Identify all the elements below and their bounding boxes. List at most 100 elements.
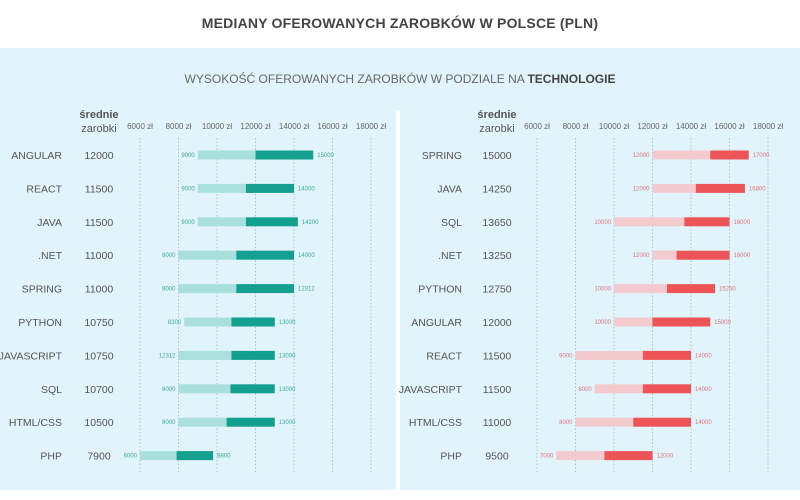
range-bar-median-to-max: [245, 217, 298, 227]
tech-label: SQL: [41, 384, 62, 396]
max-label: 14000: [695, 353, 712, 359]
range-bar-min-to-median: [652, 150, 711, 160]
x-tick-label: 12000 zł: [637, 122, 667, 131]
min-label: 8000: [162, 253, 176, 259]
tech-label: SQL: [441, 217, 462, 229]
max-label: 16000: [734, 253, 751, 259]
median-value: 10750: [84, 317, 113, 329]
range-bar-median-to-max: [642, 384, 691, 394]
max-label: 13000: [279, 353, 296, 359]
max-label: 12000: [657, 454, 674, 460]
subtitle-bold: TECHNOLOGIE: [527, 72, 616, 86]
tech-label: JAVASCRIPT: [0, 350, 63, 362]
range-bar-median-to-max: [236, 250, 294, 260]
range-bar-min-to-median: [184, 317, 232, 327]
min-label: 8000: [559, 420, 573, 426]
min-label: 9000: [181, 220, 195, 226]
min-label: 12000: [633, 186, 650, 192]
median-value: 11000: [85, 250, 114, 262]
tech-label: PHP: [440, 451, 462, 463]
min-label: 12312: [159, 353, 176, 359]
range-bar-min-to-median: [178, 417, 227, 427]
max-label: 13000: [279, 420, 296, 426]
range-bar-min-to-median: [140, 451, 177, 461]
range-bar-min-to-median: [197, 217, 246, 227]
median-value: 13250: [482, 250, 511, 262]
x-tick-label: 18000 zł: [753, 122, 783, 131]
x-tick-label: 6000 zł: [127, 122, 153, 131]
max-label: 13000: [279, 387, 296, 393]
x-tick-label: 10000 zł: [599, 122, 629, 131]
range-bar-min-to-median: [614, 317, 653, 327]
tech-label: HTML/CSS: [409, 417, 462, 429]
min-label: 8300: [168, 320, 182, 326]
range-bar-median-to-max: [676, 250, 730, 260]
max-label: 14000: [695, 420, 712, 426]
median-value: 11500: [483, 384, 512, 396]
min-label: 10000: [594, 287, 611, 293]
tech-label: JAVA: [437, 183, 462, 195]
tech-label: .NET: [38, 250, 63, 262]
range-bar-median-to-max: [255, 150, 314, 160]
max-label: 17000: [753, 153, 770, 159]
max-label: 12312: [298, 287, 315, 293]
column-header-line1: średnie: [79, 109, 118, 121]
column-header-line2: zarobki: [479, 123, 514, 135]
x-tick-label: 14000 zł: [676, 122, 706, 131]
min-label: 12000: [633, 253, 650, 259]
column-header-line1: średnie: [477, 109, 516, 121]
range-bar-median-to-max: [245, 183, 294, 193]
max-label: 16000: [734, 220, 751, 226]
tech-label: JAVASCRIPT: [399, 384, 463, 396]
median-value: 11500: [85, 183, 114, 195]
min-label: 8000: [162, 420, 176, 426]
median-value: 11500: [483, 350, 512, 362]
range-bar-min-to-median: [575, 417, 634, 427]
median-value: 9500: [485, 451, 509, 463]
median-value: 13650: [482, 217, 511, 229]
tech-label: SPRING: [22, 284, 62, 296]
range-bar-median-to-max: [231, 317, 275, 327]
tech-label: .NET: [438, 250, 463, 262]
subtitle-text: WYSOKOŚĆ OFEROWANYCH ZAROBKÓW W PODZIALE…: [184, 72, 528, 86]
x-tick-label: 14000 zł: [279, 122, 309, 131]
range-bar-median-to-max: [604, 451, 653, 461]
range-bar-min-to-median: [178, 250, 237, 260]
x-tick-label: 8000 zł: [563, 122, 589, 131]
column-header-line2: zarobki: [81, 123, 116, 135]
range-bar-min-to-median: [178, 284, 237, 294]
range-bar-median-to-max: [666, 284, 716, 294]
min-label: 9000: [181, 153, 195, 159]
min-label: 9000: [181, 186, 195, 192]
median-value: 7900: [87, 451, 111, 463]
min-label: 10000: [594, 220, 611, 226]
range-bar-median-to-max: [176, 451, 214, 461]
tech-label: HTML/CSS: [9, 417, 62, 429]
range-bar-median-to-max: [236, 284, 294, 294]
range-bar-min-to-median: [197, 183, 246, 193]
min-label: 10000: [594, 320, 611, 326]
min-label: 8000: [162, 287, 176, 293]
min-label: 9000: [559, 353, 573, 359]
median-value: 10700: [84, 384, 113, 396]
range-bar-min-to-median: [197, 150, 256, 160]
range-bar-min-to-median: [614, 217, 685, 227]
median-value: 11000: [483, 417, 512, 429]
tech-label: PYTHON: [418, 284, 462, 296]
median-value: 12000: [482, 317, 511, 329]
median-value: 12000: [84, 150, 113, 162]
x-tick-label: 18000 zł: [356, 122, 386, 131]
tech-label: SPRING: [422, 150, 462, 162]
x-tick-label: 6000 zł: [524, 122, 550, 131]
max-label: 13000: [279, 320, 296, 326]
min-label: 8000: [162, 387, 176, 393]
x-tick-label: 16000 zł: [317, 122, 347, 131]
min-label: 6000: [124, 454, 138, 460]
page-title: MEDIANY OFEROWANYCH ZAROBKÓW W POLSCE (P…: [0, 0, 800, 48]
range-bar-median-to-max: [695, 183, 745, 193]
range-bar-median-to-max: [230, 384, 275, 394]
footer-band: [0, 490, 800, 500]
range-bar-min-to-median: [614, 284, 667, 294]
median-value: 11500: [85, 217, 114, 229]
